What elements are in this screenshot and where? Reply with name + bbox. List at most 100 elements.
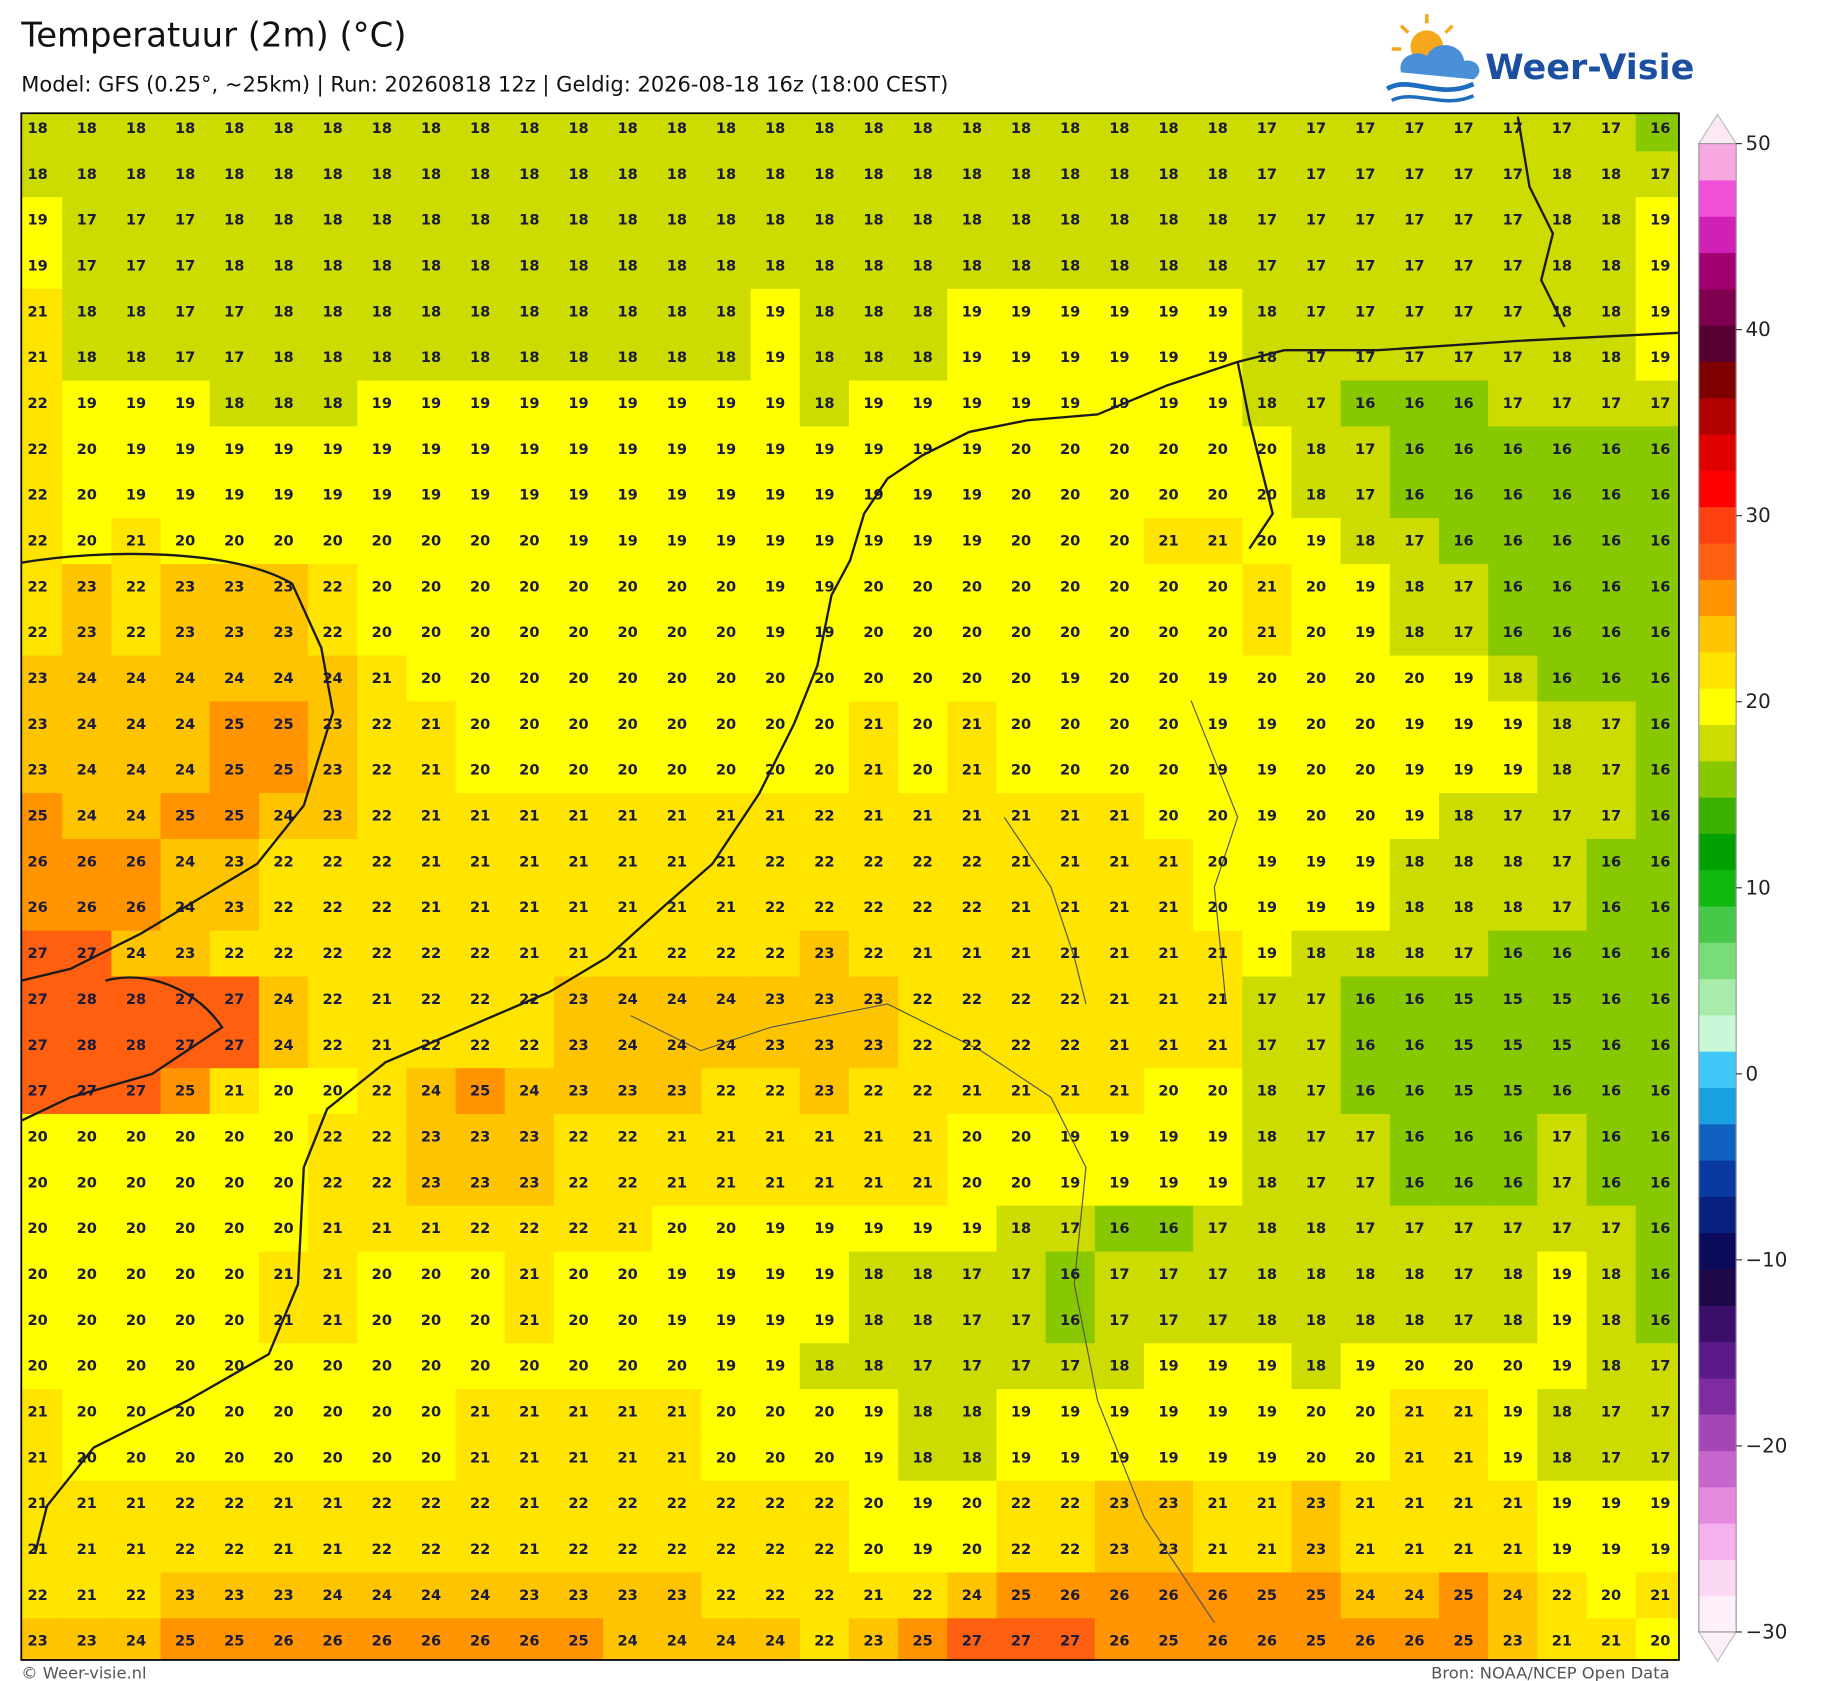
temperature-cell xyxy=(21,1389,63,1436)
temperature-label: 24 xyxy=(716,1633,736,1650)
temperature-cell xyxy=(1635,1159,1679,1207)
temperature-cell xyxy=(553,334,604,382)
temperature-label: 18 xyxy=(224,120,244,137)
temperature-label: 21 xyxy=(1158,945,1178,962)
temperature-label: 16 xyxy=(1601,624,1621,641)
temperature-label: 18 xyxy=(519,166,539,183)
temperature-cell xyxy=(209,1480,260,1528)
temperature-label: 27 xyxy=(27,1083,47,1100)
temperature-label: 17 xyxy=(1257,991,1277,1008)
temperature-label: 18 xyxy=(77,303,97,320)
temperature-label: 20 xyxy=(470,716,490,733)
temperature-cell xyxy=(21,1114,63,1161)
temperature-label: 21 xyxy=(1601,1633,1621,1650)
colorbar-segment xyxy=(1698,978,1737,1016)
temperature-cell xyxy=(553,1114,604,1161)
temperature-cell xyxy=(799,334,850,382)
temperature-cell xyxy=(1438,976,1489,1024)
temperature-label: 17 xyxy=(1355,303,1375,320)
temperature-cell xyxy=(603,1480,653,1528)
temperature-label: 18 xyxy=(1404,899,1424,916)
temperature-cell xyxy=(160,380,211,428)
temperature-cell xyxy=(357,701,408,748)
temperature-cell xyxy=(111,113,162,153)
temperature-label: 20 xyxy=(1306,670,1326,687)
temperature-label: 16 xyxy=(1503,578,1523,595)
temperature-cell xyxy=(357,1297,408,1344)
temperature-label: 20 xyxy=(1355,1403,1375,1420)
temperature-cell xyxy=(1045,334,1096,382)
temperature-label: 21 xyxy=(962,1083,982,1100)
temperature-cell xyxy=(1340,1343,1391,1390)
temperature-cell xyxy=(947,334,998,382)
temperature-cell xyxy=(308,609,358,657)
temperature-label: 17 xyxy=(1601,395,1621,412)
temperature-cell xyxy=(111,1389,162,1436)
temperature-cell xyxy=(1193,243,1243,290)
temperature-label: 20 xyxy=(1355,1449,1375,1466)
temperature-cell xyxy=(1094,1297,1145,1344)
temperature-cell xyxy=(357,1251,408,1299)
temperature-cell xyxy=(209,976,260,1024)
temperature-cell xyxy=(21,1572,63,1619)
temperature-label: 21 xyxy=(126,532,146,549)
temperature-label: 21 xyxy=(126,1541,146,1558)
temperature-cell xyxy=(1094,243,1145,290)
temperature-cell xyxy=(455,518,506,565)
temperature-label: 18 xyxy=(1404,945,1424,962)
temperature-label: 16 xyxy=(1650,624,1670,641)
temperature-label: 18 xyxy=(1552,762,1572,779)
temperature-label: 22 xyxy=(421,945,441,962)
temperature-label: 20 xyxy=(273,1128,293,1145)
temperature-label: 17 xyxy=(1060,1220,1080,1237)
temperature-cell xyxy=(701,609,752,657)
temperature-label: 21 xyxy=(667,1128,687,1145)
temperature-cell xyxy=(111,243,162,290)
temperature-label: 18 xyxy=(224,395,244,412)
temperature-label: 18 xyxy=(1601,1312,1621,1329)
temperature-cell xyxy=(996,609,1047,657)
temperature-label: 20 xyxy=(273,1220,293,1237)
temperature-label: 21 xyxy=(913,1174,933,1191)
temperature-cell xyxy=(1193,1205,1243,1253)
temperature-cell xyxy=(406,1068,457,1115)
temperature-cell xyxy=(1586,1022,1637,1069)
temperature-cell xyxy=(1389,243,1440,290)
temperature-label: 17 xyxy=(77,257,97,274)
temperature-label: 20 xyxy=(421,1403,441,1420)
temperature-label: 19 xyxy=(27,257,47,274)
temperature-label: 18 xyxy=(1109,120,1129,137)
temperature-cell xyxy=(1340,747,1391,794)
temperature-cell xyxy=(504,1480,555,1528)
temperature-cell xyxy=(209,1389,260,1436)
temperature-cell xyxy=(1094,884,1145,932)
temperature-cell xyxy=(160,1480,211,1528)
colorbar-segment xyxy=(1698,397,1737,435)
temperature-cell xyxy=(1143,288,1194,336)
temperature-cell xyxy=(1537,472,1588,519)
temperature-label: 22 xyxy=(1011,1541,1031,1558)
temperature-cell xyxy=(1242,1297,1293,1344)
temperature-cell xyxy=(603,1526,653,1574)
temperature-label: 19 xyxy=(1650,1541,1670,1558)
temperature-cell xyxy=(258,655,309,703)
temperature-cell xyxy=(1340,609,1391,657)
temperature-label: 23 xyxy=(1158,1495,1178,1512)
temperature-cell xyxy=(1340,243,1391,290)
temperature-label: 19 xyxy=(1109,395,1129,412)
temperature-cell xyxy=(111,1022,162,1069)
temperature-label: 19 xyxy=(765,1312,785,1329)
temperature-label: 18 xyxy=(1404,1266,1424,1283)
temperature-label: 19 xyxy=(1011,1449,1031,1466)
temperature-label: 21 xyxy=(863,1587,883,1604)
temperature-cell xyxy=(947,1022,998,1069)
temperature-cell xyxy=(111,884,162,932)
temperature-label: 22 xyxy=(273,853,293,870)
temperature-label: 21 xyxy=(667,899,687,916)
temperature-cell xyxy=(111,609,162,657)
temperature-label: 22 xyxy=(372,899,392,916)
temperature-cell xyxy=(1291,884,1342,932)
temperature-label: 21 xyxy=(667,1449,687,1466)
temperature-label: 21 xyxy=(1109,1037,1129,1054)
temperature-cell xyxy=(1537,113,1588,153)
